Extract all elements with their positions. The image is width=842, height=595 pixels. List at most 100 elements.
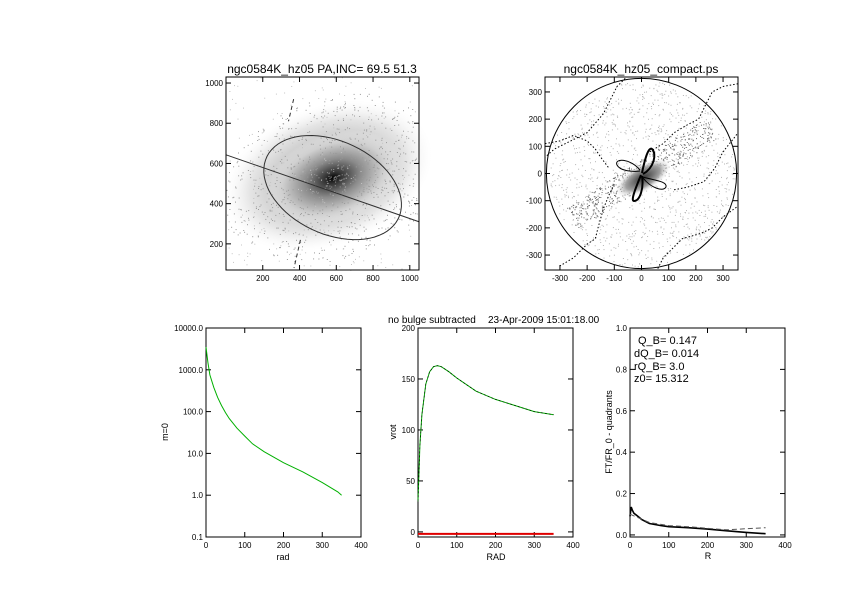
noise-dot [580,205,582,207]
noise-dot [609,152,611,153]
noise-dot [598,211,600,213]
noise-dot [358,149,360,151]
noise-dot [371,119,373,121]
noise-dot [279,128,281,130]
noise-dot [410,235,412,237]
noise-dot [393,143,395,145]
noise-dot [263,228,265,229]
q-panel-ylabel: FT/FR_0 - quadrants [604,390,614,474]
noise-dot [696,124,698,126]
noise-dot [386,163,387,164]
noise-dot [602,225,604,227]
noise-dot [360,171,362,172]
noise-dot [412,185,414,187]
noise-dot [668,154,670,156]
noise-dot [676,237,677,239]
noise-dot [387,227,389,229]
noise-dot [664,139,666,141]
noise-dot [726,188,728,190]
noise-dot [597,136,599,138]
noise-dot [663,109,664,111]
noise-dot [385,219,386,221]
noise-dot [255,179,257,181]
noise-dot [283,138,285,140]
noise-dot [641,237,642,239]
noise-dot [331,146,333,148]
noise-dot [241,175,243,177]
noise-dot [607,192,609,194]
noise-dot [577,194,579,196]
noise-dot [584,222,586,224]
noise-dot [711,211,713,213]
noise-dot [362,190,364,192]
noise-dot [343,178,345,180]
noise-dot [359,219,360,220]
noise-dot [610,192,612,194]
noise-dot [258,209,259,210]
noise-dot [383,220,385,222]
noise-dot [644,224,646,226]
noise-dot [614,172,616,174]
noise-dot [671,148,673,150]
noise-dot [595,105,597,107]
noise-dot [678,155,680,157]
noise-dot [676,154,678,155]
noise-dot [592,103,594,104]
noise-dot [576,213,577,215]
noise-dot [294,255,296,257]
noise-dot [617,175,619,176]
noise-dot [368,219,370,221]
noise-dot [350,82,352,84]
noise-dot [328,162,330,164]
noise-dot [314,203,316,205]
noise-dot [413,183,415,185]
noise-dot [669,244,671,246]
noise-dot [645,136,647,138]
noise-dot [359,116,361,117]
noise-dot [259,206,261,208]
noise-dot [657,199,659,201]
noise-dot [606,206,608,208]
noise-dot [651,231,653,233]
noise-dot [326,259,328,260]
noise-dot [310,192,312,194]
noise-dot [297,219,299,221]
noise-dot [374,244,375,246]
profile-panel-ylabel: m=0 [160,423,170,441]
noise-dot [340,211,342,212]
noise-dot [723,216,724,218]
noise-dot [284,92,286,94]
noise-dot [659,220,661,222]
noise-dot [665,90,667,92]
noise-dot [266,193,268,195]
noise-dot [369,125,371,127]
noise-dot [306,164,308,166]
noise-dot [344,107,346,109]
noise-dot [698,224,700,226]
noise-dot [614,178,616,180]
noise-dot [566,191,568,193]
noise-dot [293,248,295,250]
noise-dot [403,168,404,170]
noise-dot [368,119,370,120]
noise-dot [691,107,693,109]
noise-dot [684,147,685,149]
noise-dot [698,209,700,211]
noise-dot [361,177,363,179]
noise-dot [665,198,667,200]
noise-dot [353,105,355,106]
noise-dot [290,252,292,254]
noise-dot [263,233,265,234]
noise-dot [321,180,322,181]
noise-dot [671,221,673,223]
noise-dot [599,233,601,234]
noise-dot [283,199,285,201]
noise-dot [708,139,710,141]
noise-dot [710,230,712,232]
noise-dot [381,139,383,141]
noise-dot [354,223,356,224]
noise-dot [337,206,339,208]
noise-dot [301,181,303,183]
noise-dot [288,128,290,130]
noise-dot [610,145,612,147]
